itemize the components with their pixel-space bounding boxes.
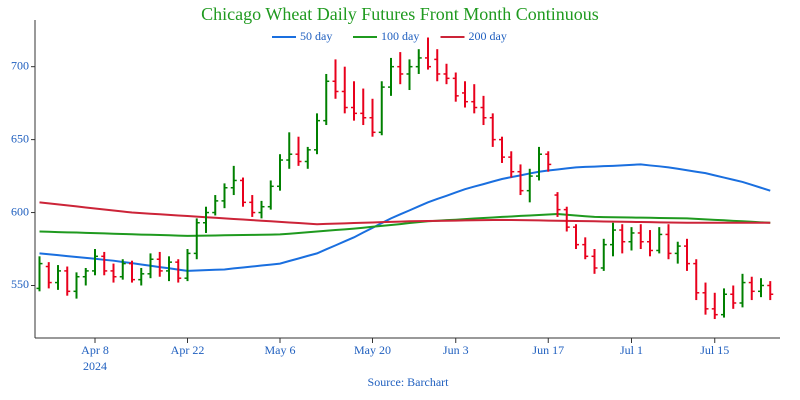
y-tick-label: 600 — [11, 204, 29, 218]
ma-line — [39, 201, 771, 226]
legend-label: 100 day — [381, 29, 419, 43]
legend-label: 200 day — [469, 29, 507, 43]
chart-title: Chicago Wheat Daily Futures Front Month … — [201, 4, 599, 24]
legend-label: 50 day — [300, 29, 332, 43]
x-tick-label: Jun 17 — [532, 343, 564, 357]
source: Source: Barchart — [368, 375, 450, 389]
y-tick-label: 550 — [11, 277, 29, 291]
y-tick-label: 650 — [11, 131, 29, 145]
x-tick-label: Jun 3 — [443, 343, 469, 357]
x-tick-label: May 20 — [354, 343, 391, 357]
y-tick-label: 700 — [11, 58, 29, 72]
x-year-label: 2024 — [83, 359, 107, 373]
ma-line — [39, 213, 771, 237]
x-tick-label: Jul 15 — [700, 343, 729, 357]
x-tick-label: Jul 1 — [620, 343, 643, 357]
ma-line — [39, 163, 771, 272]
x-tick-label: Apr 8 — [81, 343, 109, 357]
x-tick-label: May 6 — [265, 343, 296, 357]
x-tick-label: Apr 22 — [171, 343, 205, 357]
